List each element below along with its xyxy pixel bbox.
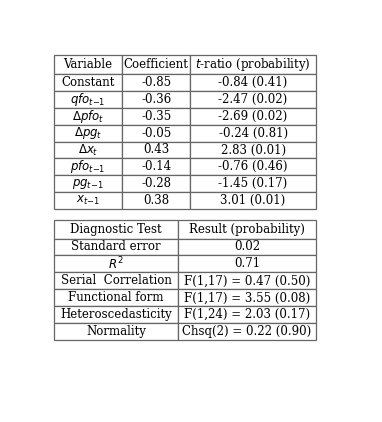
Bar <box>54 108 122 124</box>
Text: Constant: Constant <box>62 76 115 89</box>
Text: Standard error: Standard error <box>71 241 161 254</box>
Bar <box>54 306 178 323</box>
Bar <box>122 176 190 192</box>
Text: $R^2$: $R^2$ <box>108 256 124 272</box>
Text: Result (probability): Result (probability) <box>189 223 305 236</box>
Bar <box>54 158 122 176</box>
Text: -0.28: -0.28 <box>141 177 171 190</box>
Bar <box>54 255 178 272</box>
Bar <box>122 158 190 176</box>
Bar <box>178 238 316 255</box>
Bar <box>122 141 190 158</box>
Text: -0.14: -0.14 <box>141 160 171 173</box>
Text: $pg_{t\mathregular{-}1}$: $pg_{t\mathregular{-}1}$ <box>72 177 104 191</box>
Bar <box>54 238 178 255</box>
Text: -0.05: -0.05 <box>141 127 172 140</box>
Text: -0.85: -0.85 <box>141 76 171 89</box>
Bar <box>54 91 122 108</box>
Bar <box>122 91 190 108</box>
Text: $\Delta x_{t}$: $\Delta x_{t}$ <box>78 142 98 157</box>
Bar <box>122 108 190 124</box>
Text: $x_{t\mathregular{-}1}$: $x_{t\mathregular{-}1}$ <box>76 194 100 207</box>
Bar <box>122 55 190 74</box>
Bar <box>54 220 178 238</box>
Text: -1.45 (0.17): -1.45 (0.17) <box>219 177 288 190</box>
Bar <box>54 289 178 306</box>
Bar <box>178 306 316 323</box>
Bar <box>178 255 316 272</box>
Text: Chsq(2) = 0.22 (0.90): Chsq(2) = 0.22 (0.90) <box>182 325 312 338</box>
Bar <box>178 289 316 306</box>
Text: Coefficient: Coefficient <box>124 58 189 71</box>
Bar <box>190 91 316 108</box>
Bar <box>190 74 316 91</box>
Text: 2.83 (0.01): 2.83 (0.01) <box>220 143 286 157</box>
Bar <box>190 108 316 124</box>
Text: Functional form: Functional form <box>68 291 164 304</box>
Bar <box>190 55 316 74</box>
Text: -2.69 (0.02): -2.69 (0.02) <box>219 110 288 122</box>
Text: Variable: Variable <box>63 58 113 71</box>
Text: 0.71: 0.71 <box>234 257 260 271</box>
Bar <box>190 141 316 158</box>
Text: F(1,17) = 0.47 (0.50): F(1,17) = 0.47 (0.50) <box>184 274 310 287</box>
Text: Heteroscedasticity: Heteroscedasticity <box>60 308 172 321</box>
Text: $\Delta pfo_{t}$: $\Delta pfo_{t}$ <box>72 108 104 124</box>
Bar <box>54 141 122 158</box>
Text: -2.47 (0.02): -2.47 (0.02) <box>219 93 288 106</box>
Bar <box>54 192 122 209</box>
Bar <box>178 323 316 340</box>
Bar <box>54 55 122 74</box>
Text: -0.84 (0.41): -0.84 (0.41) <box>219 76 288 89</box>
Bar <box>54 176 122 192</box>
Text: 3.01 (0.01): 3.01 (0.01) <box>220 194 286 207</box>
Text: 0.02: 0.02 <box>234 241 260 254</box>
Text: F(1,17) = 3.55 (0.08): F(1,17) = 3.55 (0.08) <box>184 291 310 304</box>
Bar <box>178 272 316 289</box>
Bar <box>190 124 316 141</box>
Bar <box>122 74 190 91</box>
Text: F(1,24) = 2.03 (0.17): F(1,24) = 2.03 (0.17) <box>184 308 310 321</box>
Bar <box>54 323 178 340</box>
Bar <box>178 220 316 238</box>
Bar <box>54 272 178 289</box>
Text: $\Delta pg_{t}$: $\Delta pg_{t}$ <box>74 125 102 141</box>
Bar <box>54 74 122 91</box>
Bar <box>190 192 316 209</box>
Text: $qfo_{t\mathregular{-}1}$: $qfo_{t\mathregular{-}1}$ <box>70 91 106 108</box>
Text: -0.24 (0.81): -0.24 (0.81) <box>219 127 288 140</box>
Text: 0.43: 0.43 <box>143 143 169 157</box>
Bar <box>122 124 190 141</box>
Bar <box>122 192 190 209</box>
Bar <box>190 176 316 192</box>
Bar <box>54 124 122 141</box>
Text: -0.35: -0.35 <box>141 110 172 122</box>
Bar <box>190 158 316 176</box>
Text: 0.38: 0.38 <box>143 194 169 207</box>
Text: $t$-ratio (probability): $t$-ratio (probability) <box>195 56 311 73</box>
Text: -0.36: -0.36 <box>141 93 172 106</box>
Text: Diagnostic Test: Diagnostic Test <box>70 223 162 236</box>
Text: Normality: Normality <box>86 325 146 338</box>
Text: $pfo_{t\mathregular{-}1}$: $pfo_{t\mathregular{-}1}$ <box>70 158 106 176</box>
Text: -0.76 (0.46): -0.76 (0.46) <box>219 160 288 173</box>
Text: Serial  Correlation: Serial Correlation <box>60 274 172 287</box>
